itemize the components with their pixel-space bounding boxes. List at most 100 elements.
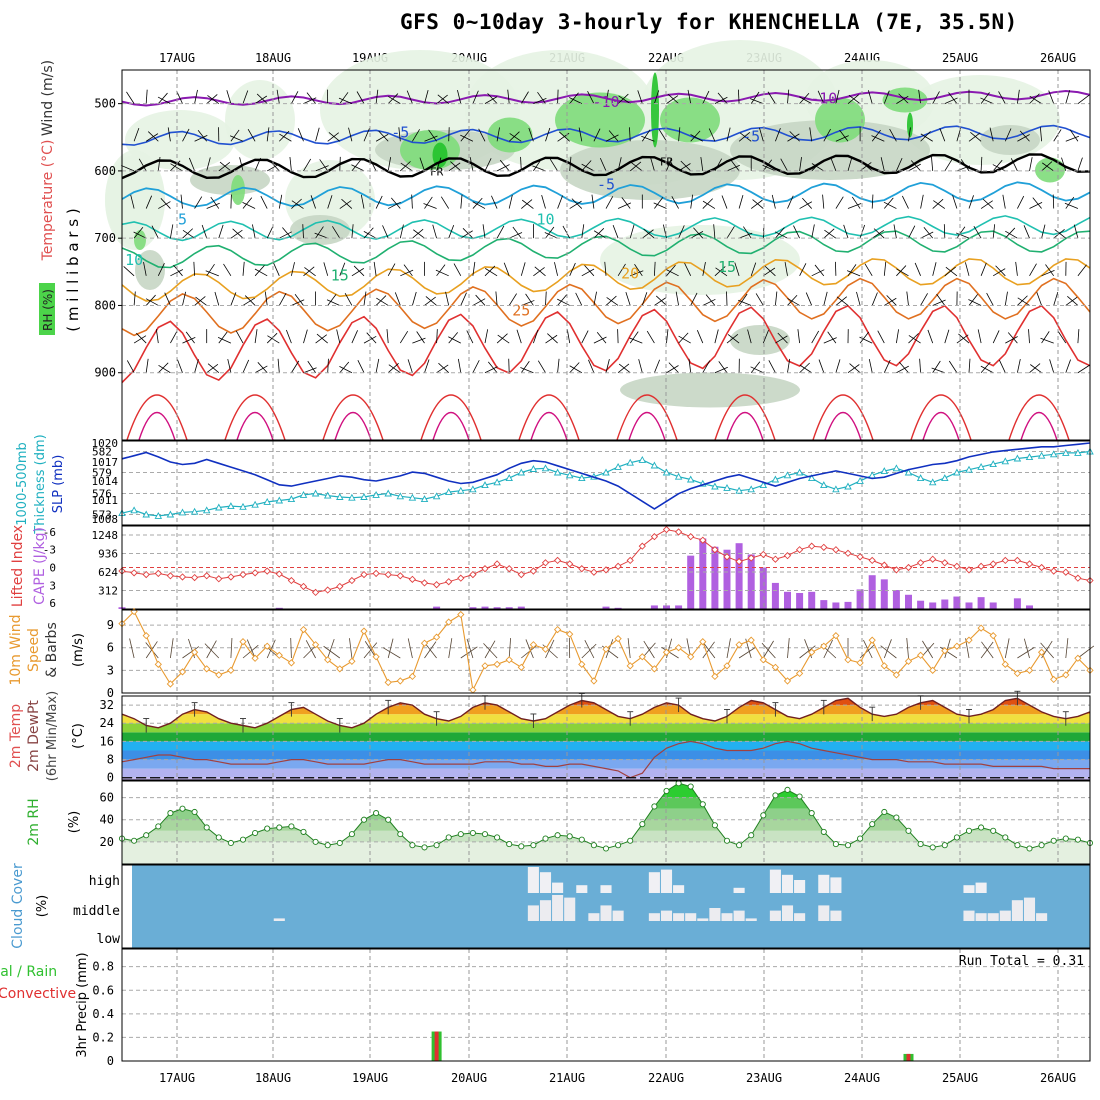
wind-barb [412, 337, 426, 344]
wind-barb [593, 336, 607, 344]
lifted-index-point [578, 565, 586, 573]
cape-bar [433, 606, 441, 609]
wind-barb [327, 132, 339, 142]
wind-barb [460, 130, 470, 142]
isotherm-line [121, 230, 1091, 269]
wind-barb [366, 332, 377, 344]
wind10-point [868, 636, 876, 644]
wind-barb [472, 360, 480, 373]
lifted-index-point [832, 546, 840, 554]
lifted-index-point [215, 575, 223, 583]
wind-barb [445, 291, 450, 306]
wind-barb [158, 201, 171, 209]
surface-isotherm [910, 394, 972, 441]
wind-barb [387, 263, 396, 277]
wind-barb [195, 296, 207, 306]
wind-barb [351, 159, 362, 172]
wind10-point [166, 680, 175, 688]
wind-barb [780, 158, 788, 172]
thickness-point [1062, 448, 1070, 456]
lifted-index-point [445, 578, 453, 586]
thickness-point [674, 472, 683, 480]
wind-barb [314, 232, 328, 239]
wind-barb [291, 200, 304, 209]
rh2m-point [1014, 842, 1021, 849]
rh2m-point [300, 828, 307, 835]
wind10-point [989, 632, 997, 640]
thickness-point [372, 490, 380, 498]
cape-bar [880, 579, 888, 609]
thickness-point [686, 475, 695, 483]
wind10-point [348, 657, 356, 665]
wind-barb [980, 365, 994, 374]
wind-barb [254, 157, 261, 172]
wind10-barb [643, 640, 655, 659]
isotherm-label: -5 [391, 123, 409, 141]
wind-barb [520, 262, 526, 276]
thickness-point [807, 474, 816, 482]
wind-barb [956, 226, 966, 239]
wind-barb [339, 361, 350, 373]
wind10-barb [305, 640, 316, 659]
cape-bar [929, 602, 937, 609]
lifted-index-point [820, 543, 828, 551]
temp-bands [122, 698, 1090, 780]
rh2m-point [530, 842, 537, 849]
wind-barb [575, 292, 583, 306]
temp-band-below-zero [122, 777, 1090, 780]
wind-barb [655, 295, 667, 306]
wind-barb [1032, 197, 1042, 209]
wind-barb [277, 358, 280, 373]
thickness-point [505, 474, 513, 482]
rh2m-point [736, 842, 743, 849]
wind10-barb [407, 638, 413, 659]
wind-barb [569, 97, 582, 104]
wind-barb [332, 226, 341, 239]
cape-bar [820, 600, 828, 609]
rh-shading [620, 372, 800, 408]
cape-bar [856, 589, 864, 609]
temp-tick-label: 0 [107, 771, 114, 785]
wind-barb [700, 156, 704, 171]
wind-barb [836, 296, 849, 306]
rh2m-point [566, 833, 573, 840]
thickness-tick-label: 582 [92, 446, 112, 459]
wind-barb [799, 92, 810, 104]
wind-barb [232, 228, 244, 239]
wind-barb [557, 298, 570, 306]
wind-barb [266, 332, 278, 344]
wind-barb [403, 264, 413, 277]
thickness-point [178, 508, 187, 516]
temp-band [122, 714, 1090, 724]
rh2m-point [978, 824, 985, 831]
isotherm-label: 25 [512, 302, 530, 320]
wind-barb [932, 299, 946, 306]
thickness-tick-label: 579 [92, 467, 112, 480]
wind-barb [702, 261, 706, 276]
wind-barb [472, 261, 476, 276]
rh2m-point [663, 787, 670, 795]
cloud-high-bar [830, 877, 842, 893]
wind-barb [164, 292, 171, 306]
isotherm-label: 5 [178, 211, 187, 229]
wind-barb [428, 129, 437, 142]
wind-barb [336, 329, 341, 344]
wind-barb [327, 294, 337, 306]
thickness-point [578, 474, 586, 482]
slp-tick-label: 1014 [92, 475, 119, 488]
rh2m-point [748, 832, 755, 839]
pressure-tick-label: 700 [94, 231, 116, 245]
lifted-index-point [553, 556, 562, 565]
wind-barb [1028, 329, 1030, 344]
wind-barb [453, 263, 462, 277]
thickness-point [965, 465, 973, 473]
wind10-barb [627, 638, 631, 659]
wind-barb [964, 262, 970, 276]
lifted-index-point [384, 570, 392, 579]
wind-barb [1045, 264, 1055, 277]
wind-barb [923, 227, 934, 239]
wind-barb [545, 226, 555, 239]
surface-isotherm [236, 411, 274, 441]
